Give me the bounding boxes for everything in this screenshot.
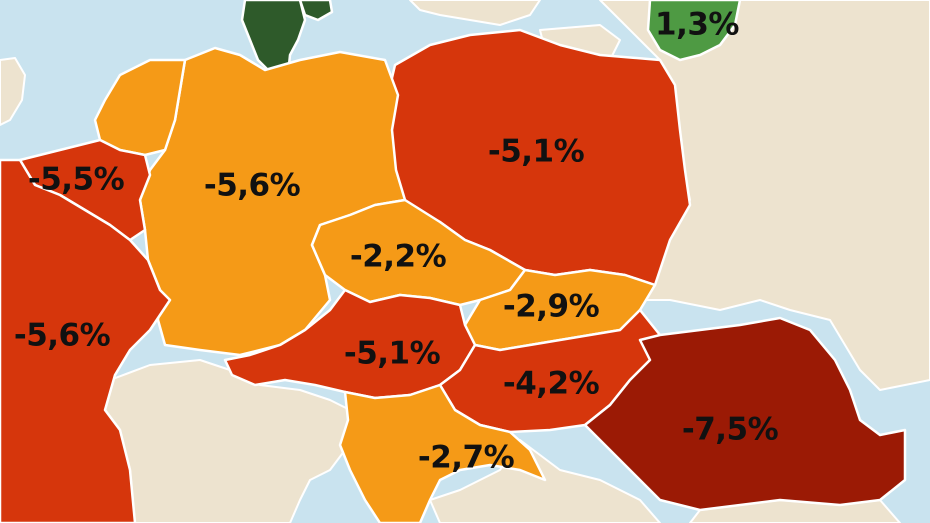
region-romania[interactable] (583, 316, 907, 512)
label-romania: -7,5% (681, 411, 779, 448)
region-denmark-islands[interactable] (298, 0, 334, 22)
label-czechia: -2,2% (349, 238, 447, 275)
label-hungary: -4,2% (502, 365, 600, 402)
label-austria: -5,1% (343, 335, 441, 372)
region-netherlands[interactable] (93, 58, 187, 157)
label-croatia: -2,7% (417, 439, 515, 476)
region-lithuania[interactable] (646, 0, 742, 62)
neutral-land-south (429, 439, 661, 523)
label-belgium: -5,5% (27, 161, 125, 198)
neutral-land-sweden (409, 0, 541, 26)
label-france: -5,6% (13, 317, 111, 354)
region-croatia[interactable] (338, 383, 547, 523)
region-france[interactable] (0, 158, 172, 523)
label-poland: -5,1% (487, 133, 585, 170)
label-germany: -5,6% (203, 167, 301, 204)
label-lithuania: 1,3% (655, 6, 739, 43)
neutral-land-uk (0, 57, 26, 126)
label-slovakia: -2,9% (502, 288, 600, 325)
